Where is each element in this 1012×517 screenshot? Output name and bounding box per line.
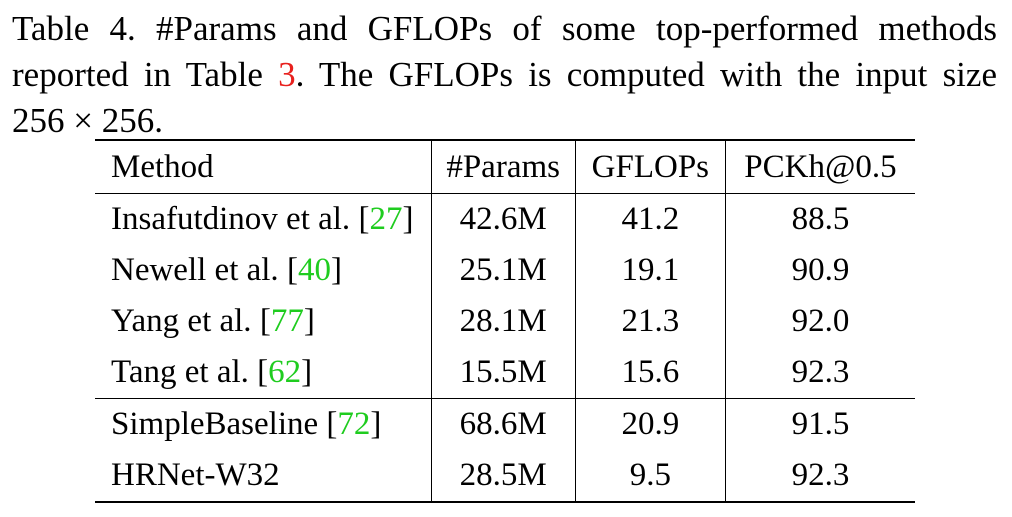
gflops-cell: 9.5 bbox=[575, 450, 726, 502]
method-name: SimpleBaseline bbox=[111, 406, 327, 442]
caption-line-2: reported in Table 3. The GFLOPs is compu… bbox=[12, 52, 997, 98]
table-row: Tang et al. [62] 15.5M 15.6 92.3 bbox=[95, 347, 915, 399]
pckh-cell: 92.3 bbox=[791, 457, 850, 493]
method-name: Yang et al. bbox=[111, 303, 260, 339]
table-row: HRNet-W32 28.5M 9.5 92.3 bbox=[95, 450, 915, 502]
table-row: Yang et al. [77] 28.1M 21.3 92.0 bbox=[95, 296, 915, 347]
pckh-cell: 92.0 bbox=[791, 303, 850, 339]
table-reference-link[interactable]: 3 bbox=[278, 55, 296, 94]
method-cell: Yang et al. [77] bbox=[95, 296, 432, 347]
gflops-cell: 21.3 bbox=[575, 296, 726, 347]
method-cell: Tang et al. [62] bbox=[95, 347, 432, 399]
gflops-cell: 19.1 bbox=[575, 245, 726, 296]
pckh-cell: 88.5 bbox=[791, 201, 850, 237]
citation-link[interactable]: 40 bbox=[297, 252, 331, 288]
caption-text: reported in Table bbox=[12, 55, 279, 94]
gflops-cell: 41.2 bbox=[575, 193, 726, 245]
params-cell: 28.1M bbox=[431, 296, 576, 347]
citation-link[interactable]: 62 bbox=[268, 354, 302, 390]
method-cell: Newell et al. [40] bbox=[95, 245, 432, 296]
header-params: #Params bbox=[431, 140, 576, 194]
gflops-cell: 15.6 bbox=[575, 347, 726, 399]
table-header-row: Method #Params GFLOPs PCKh@0.5 bbox=[95, 140, 915, 194]
table-row: Insafutdinov et al. [27] 42.6M 41.2 88.5 bbox=[95, 193, 915, 245]
params-cell: 15.5M bbox=[431, 347, 576, 399]
params-cell: 68.6M bbox=[431, 398, 576, 450]
method-cell: HRNet-W32 bbox=[95, 450, 432, 502]
method-cell: SimpleBaseline [72] bbox=[95, 398, 432, 450]
caption-line-1: Table 4. #Params and GFLOPs of some top-… bbox=[12, 9, 997, 48]
table-caption: Table 4. #Params and GFLOPs of some top-… bbox=[12, 6, 997, 144]
gflops-cell: 20.9 bbox=[575, 398, 726, 450]
header-gflops: GFLOPs bbox=[575, 140, 726, 194]
params-cell: 28.5M bbox=[431, 450, 576, 502]
pckh-cell: 90.9 bbox=[791, 252, 850, 288]
method-name: Newell et al. bbox=[111, 252, 287, 288]
pckh-cell: 92.3 bbox=[791, 354, 850, 390]
results-table: Method #Params GFLOPs PCKh@0.5 Insafutdi… bbox=[95, 139, 915, 503]
caption-line-3: 256 × 256. bbox=[12, 101, 163, 140]
citation-link[interactable]: 72 bbox=[337, 406, 371, 442]
citation-link[interactable]: 77 bbox=[270, 303, 304, 339]
method-name: Insafutdinov et al. bbox=[111, 201, 359, 237]
table-row: Newell et al. [40] 25.1M 19.1 90.9 bbox=[95, 245, 915, 296]
caption-text: . The GFLOPs is computed with the input … bbox=[295, 55, 997, 94]
table-row: SimpleBaseline [72] 68.6M 20.9 91.5 bbox=[95, 398, 915, 450]
citation-link[interactable]: 27 bbox=[369, 201, 403, 237]
pckh-cell: 91.5 bbox=[791, 406, 850, 442]
params-cell: 42.6M bbox=[431, 193, 576, 245]
header-pckh: PCKh@0.5 bbox=[744, 148, 897, 185]
method-cell: Insafutdinov et al. [27] bbox=[95, 193, 432, 245]
header-method: Method bbox=[95, 140, 432, 194]
params-cell: 25.1M bbox=[431, 245, 576, 296]
method-name: Tang et al. bbox=[111, 354, 258, 390]
